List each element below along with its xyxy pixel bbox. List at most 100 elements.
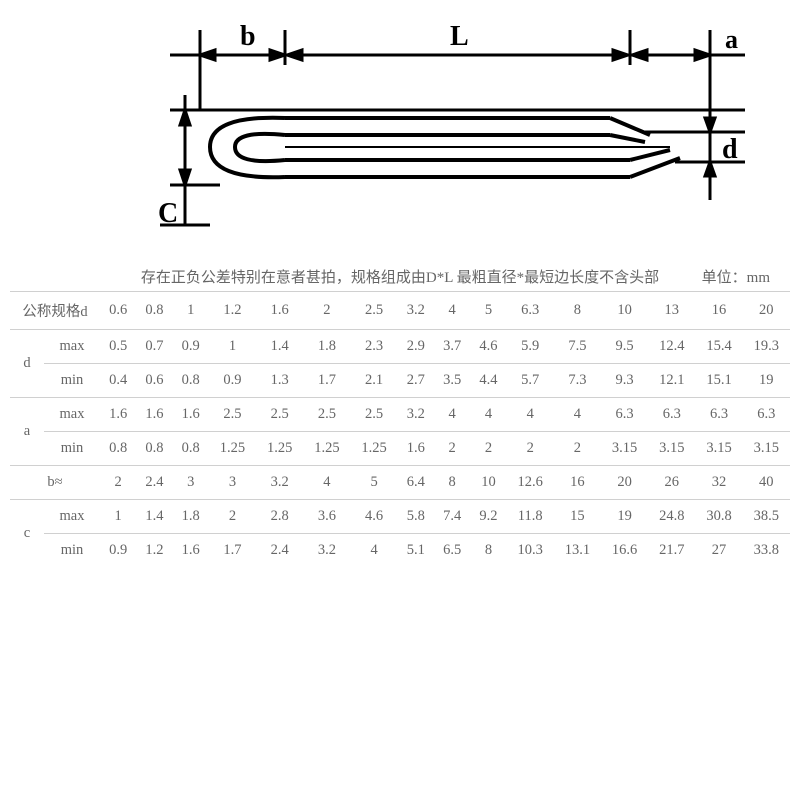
value-cell: 1.6 bbox=[173, 398, 209, 432]
value-cell: 6.3 bbox=[743, 398, 790, 432]
value-cell: 1.8 bbox=[173, 500, 209, 534]
size-col: 1.6 bbox=[256, 292, 303, 330]
value-cell: 4.4 bbox=[470, 364, 506, 398]
value-cell: 7.4 bbox=[434, 500, 470, 534]
sub-label: max bbox=[44, 398, 100, 432]
value-cell: 6.5 bbox=[434, 534, 470, 568]
value-cell: 0.8 bbox=[100, 432, 136, 466]
group-label: b≈ bbox=[10, 466, 100, 500]
value-cell: 2.9 bbox=[398, 330, 434, 364]
value-cell: 0.5 bbox=[100, 330, 136, 364]
size-col: 5 bbox=[470, 292, 506, 330]
value-cell: 4 bbox=[351, 534, 398, 568]
size-col: 4 bbox=[434, 292, 470, 330]
value-cell: 2.3 bbox=[351, 330, 398, 364]
value-cell: 15 bbox=[554, 500, 601, 534]
value-cell: 38.5 bbox=[743, 500, 790, 534]
size-col: 10 bbox=[601, 292, 648, 330]
value-cell: 32 bbox=[695, 466, 742, 500]
cotter-pin-diagram: b L a C bbox=[50, 0, 750, 260]
value-cell: 12.6 bbox=[507, 466, 554, 500]
value-cell: 7.5 bbox=[554, 330, 601, 364]
value-cell: 2 bbox=[100, 466, 136, 500]
header-row: 公称规格d 0.6 0.8 1 1.2 1.6 2 2.5 3.2 4 5 6.… bbox=[10, 292, 790, 330]
value-cell: 12.4 bbox=[648, 330, 695, 364]
size-col: 1 bbox=[173, 292, 209, 330]
value-cell: 0.7 bbox=[136, 330, 172, 364]
diagram-area: b L a C bbox=[0, 0, 800, 260]
value-cell: 2.4 bbox=[256, 534, 303, 568]
value-cell: 3.5 bbox=[434, 364, 470, 398]
value-cell: 1.25 bbox=[256, 432, 303, 466]
label-d: d bbox=[722, 134, 738, 165]
value-cell: 2 bbox=[507, 432, 554, 466]
unit-label: 单位：mm bbox=[702, 266, 770, 287]
value-cell: 1.25 bbox=[303, 432, 350, 466]
value-cell: 8 bbox=[434, 466, 470, 500]
value-cell: 3.6 bbox=[303, 500, 350, 534]
value-cell: 15.1 bbox=[695, 364, 742, 398]
size-col: 2 bbox=[303, 292, 350, 330]
size-col: 2.5 bbox=[351, 292, 398, 330]
value-cell: 2.5 bbox=[351, 398, 398, 432]
value-cell: 19 bbox=[743, 364, 790, 398]
value-cell: 30.8 bbox=[695, 500, 742, 534]
value-cell: 4.6 bbox=[470, 330, 506, 364]
value-cell: 1.6 bbox=[136, 398, 172, 432]
label-b: b bbox=[240, 21, 256, 52]
value-cell: 24.8 bbox=[648, 500, 695, 534]
value-cell: 3.7 bbox=[434, 330, 470, 364]
value-cell: 1 bbox=[100, 500, 136, 534]
value-cell: 2 bbox=[554, 432, 601, 466]
value-cell: 3.2 bbox=[256, 466, 303, 500]
value-cell: 4 bbox=[554, 398, 601, 432]
value-cell: 9.2 bbox=[470, 500, 506, 534]
size-col: 8 bbox=[554, 292, 601, 330]
value-cell: 1.2 bbox=[136, 534, 172, 568]
size-col: 0.6 bbox=[100, 292, 136, 330]
value-cell: 4.6 bbox=[351, 500, 398, 534]
value-cell: 5.1 bbox=[398, 534, 434, 568]
sub-label: min bbox=[44, 432, 100, 466]
value-cell: 3 bbox=[209, 466, 256, 500]
value-cell: 16 bbox=[554, 466, 601, 500]
value-cell: 5.8 bbox=[398, 500, 434, 534]
value-cell: 3 bbox=[173, 466, 209, 500]
value-cell: 27 bbox=[695, 534, 742, 568]
value-cell: 9.3 bbox=[601, 364, 648, 398]
size-col: 20 bbox=[743, 292, 790, 330]
value-cell: 2.5 bbox=[303, 398, 350, 432]
value-cell: 2.1 bbox=[351, 364, 398, 398]
value-cell: 2.8 bbox=[256, 500, 303, 534]
value-cell: 1.7 bbox=[209, 534, 256, 568]
value-cell: 7.3 bbox=[554, 364, 601, 398]
sub-label: max bbox=[44, 500, 100, 534]
value-cell: 1.6 bbox=[398, 432, 434, 466]
value-cell: 1 bbox=[209, 330, 256, 364]
value-cell: 0.9 bbox=[209, 364, 256, 398]
value-cell: 0.4 bbox=[100, 364, 136, 398]
value-cell: 2 bbox=[434, 432, 470, 466]
label-L: L bbox=[450, 21, 469, 52]
value-cell: 1.7 bbox=[303, 364, 350, 398]
value-cell: 6.3 bbox=[695, 398, 742, 432]
value-cell: 8 bbox=[470, 534, 506, 568]
value-cell: 6.4 bbox=[398, 466, 434, 500]
header-title: 公称规格d bbox=[10, 292, 100, 330]
value-cell: 0.8 bbox=[136, 432, 172, 466]
value-cell: 0.6 bbox=[136, 364, 172, 398]
label-C: C bbox=[158, 198, 178, 229]
group-label: c bbox=[10, 500, 44, 568]
value-cell: 2 bbox=[470, 432, 506, 466]
value-cell: 10 bbox=[470, 466, 506, 500]
value-cell: 3.2 bbox=[398, 398, 434, 432]
sub-label: min bbox=[44, 364, 100, 398]
sub-label: max bbox=[44, 330, 100, 364]
value-cell: 4 bbox=[470, 398, 506, 432]
value-cell: 4 bbox=[507, 398, 554, 432]
size-col: 16 bbox=[695, 292, 742, 330]
value-cell: 19.3 bbox=[743, 330, 790, 364]
value-cell: 40 bbox=[743, 466, 790, 500]
group-label: a bbox=[10, 398, 44, 466]
value-cell: 2.5 bbox=[256, 398, 303, 432]
